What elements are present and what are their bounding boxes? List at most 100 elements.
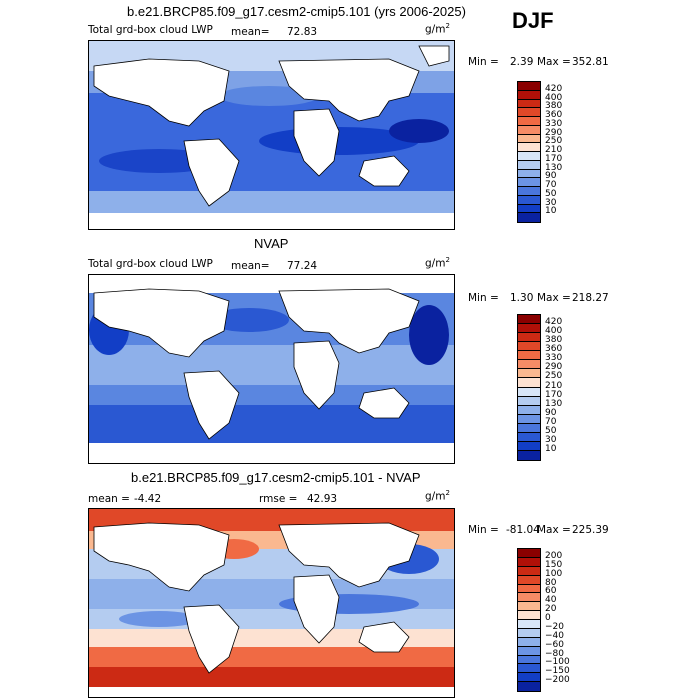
colorbar-level-label: 70 xyxy=(545,416,557,427)
colorbar-level-label: −100 xyxy=(545,657,570,668)
colorbar-swatch xyxy=(518,143,540,152)
panel-2-mean-value: 77.24 xyxy=(287,260,318,272)
colorbar-swatch xyxy=(518,324,540,334)
colorbar-level-label: 50 xyxy=(545,425,557,436)
panel-3-max-value: 225.39 xyxy=(572,524,609,536)
colorbar-swatch xyxy=(518,655,540,665)
colorbar-swatch xyxy=(518,664,540,674)
colorbar-level-label: −20 xyxy=(545,621,564,632)
colorbar-swatch xyxy=(518,204,540,214)
colorbar-level-label: 30 xyxy=(545,434,557,445)
colorbar-level-label: 400 xyxy=(545,92,563,103)
colorbar-swatch xyxy=(518,369,540,379)
panel-2-min-label: Min = xyxy=(468,292,499,304)
colorbar-swatch xyxy=(518,414,540,424)
colorbar-swatch xyxy=(518,432,540,442)
colorbar-swatch xyxy=(518,602,540,612)
panel-2-mean-label: mean= xyxy=(231,260,270,272)
colorbar-swatch xyxy=(518,160,540,170)
colorbar-level-label: 170 xyxy=(545,389,563,400)
colorbar-swatch xyxy=(518,134,540,144)
colorbar-swatch xyxy=(518,557,540,567)
panel-3-min-value: -81.04 xyxy=(506,524,540,536)
colorbar-swatch xyxy=(518,82,540,91)
colorbar-swatch xyxy=(518,396,540,406)
panel-1-mean-value: 72.83 xyxy=(287,26,318,38)
colorbar-swatch xyxy=(518,611,540,620)
colorbar-level-label: 40 xyxy=(545,595,557,606)
panel-1-min-value: 2.39 xyxy=(510,56,534,68)
panel-2-units: g/m2 xyxy=(425,256,450,270)
panel-2-colorbar xyxy=(517,314,541,461)
colorbar-swatch xyxy=(518,566,540,576)
panel-1-title: b.e21.BRCP85.f09_g17.cesm2-cmip5.101 (yr… xyxy=(127,4,466,19)
panel-3-map xyxy=(88,508,455,698)
colorbar-swatch xyxy=(518,673,540,683)
colorbar-swatch xyxy=(518,637,540,647)
colorbar-level-label: 380 xyxy=(545,335,563,346)
panel-3-mean-value: -4.42 xyxy=(134,493,162,505)
colorbar-level-label: 50 xyxy=(545,188,557,199)
colorbar-swatch xyxy=(518,315,540,325)
panel-2-title: NVAP xyxy=(254,236,289,251)
panel-1-min-label: Min = xyxy=(468,56,499,68)
colorbar-level-label: 250 xyxy=(545,371,563,382)
panel-3-rmse-label: rmse = xyxy=(259,493,298,505)
colorbar-swatch xyxy=(518,405,540,415)
panel-3-max-label: Max = xyxy=(537,524,571,536)
colorbar-level-label: 0 xyxy=(545,613,551,623)
colorbar-level-label: 30 xyxy=(545,197,557,208)
colorbar-swatch xyxy=(518,342,540,352)
colorbar-swatch xyxy=(518,178,540,187)
colorbar-level-label: 70 xyxy=(545,180,557,190)
panel-1-units: g/m2 xyxy=(425,22,450,36)
colorbar-level-label: 90 xyxy=(545,171,557,182)
colorbar-swatch xyxy=(518,620,540,629)
colorbar-swatch xyxy=(518,387,540,397)
colorbar-swatch xyxy=(518,450,540,460)
panel-3-mean-label: mean = xyxy=(88,493,130,505)
colorbar-level-label: −150 xyxy=(545,666,570,677)
colorbar-swatch xyxy=(518,441,540,451)
colorbar-swatch xyxy=(518,628,540,638)
panel-2-map xyxy=(88,274,455,464)
colorbar-level-label: 200 xyxy=(545,550,563,561)
panel-1-map xyxy=(88,40,455,230)
colorbar-level-label: 400 xyxy=(545,326,563,337)
colorbar-swatch xyxy=(518,125,540,135)
colorbar-swatch xyxy=(518,195,540,205)
panel-3-rmse-value: 42.93 xyxy=(307,493,338,505)
colorbar-swatch xyxy=(518,108,540,117)
colorbar-swatch xyxy=(518,333,540,343)
colorbar-swatch xyxy=(518,593,540,603)
colorbar-swatch xyxy=(518,682,540,691)
colorbar-swatch xyxy=(518,378,540,388)
colorbar-level-label: −60 xyxy=(545,639,564,650)
colorbar-swatch xyxy=(518,213,540,222)
colorbar-level-label: 290 xyxy=(545,362,563,373)
colorbar-level-label: 290 xyxy=(545,127,563,138)
panel-1-max-label: Max = xyxy=(537,56,571,68)
colorbar-level-label: 60 xyxy=(545,586,557,597)
season-label: DJF xyxy=(512,8,554,33)
panel-2-min-value: 1.30 xyxy=(510,292,534,304)
panel-3-colorbar xyxy=(517,548,541,692)
colorbar-level-label: 250 xyxy=(545,136,563,147)
colorbar-swatch xyxy=(518,575,540,585)
colorbar-level-label: 170 xyxy=(545,153,563,164)
colorbar-swatch xyxy=(518,99,540,109)
colorbar-level-label: 10 xyxy=(545,443,557,454)
colorbar-level-label: 210 xyxy=(545,145,563,155)
panel-2-max-value: 218.27 xyxy=(572,292,609,304)
colorbar-level-label: 150 xyxy=(545,559,563,570)
colorbar-swatch xyxy=(518,646,540,656)
colorbar-swatch xyxy=(518,360,540,370)
colorbar-swatch xyxy=(518,351,540,361)
panel-1-variable: Total grd-box cloud LWP xyxy=(88,24,213,36)
colorbar-level-label: 90 xyxy=(545,407,557,418)
colorbar-level-label: −40 xyxy=(545,630,564,641)
panel-2-variable: Total grd-box cloud LWP xyxy=(88,258,213,270)
panel-3-units: g/m2 xyxy=(425,489,450,503)
colorbar-level-label: 130 xyxy=(545,162,563,173)
colorbar-level-label: 210 xyxy=(545,380,563,391)
